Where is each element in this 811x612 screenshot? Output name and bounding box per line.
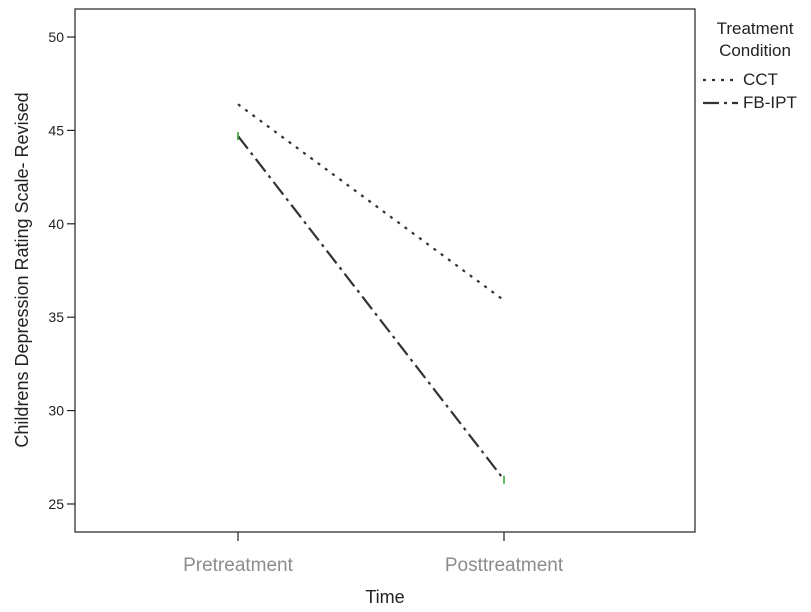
x-tick-label: Posttreatment xyxy=(445,555,564,576)
y-tick-label: 35 xyxy=(48,309,64,325)
y-tick-label: 30 xyxy=(48,403,64,419)
legend-label-cct: CCT xyxy=(743,70,778,89)
y-axis-title: Childrens Depression Rating Scale- Revis… xyxy=(12,92,32,447)
plot-area xyxy=(74,8,696,533)
y-tick-label: 50 xyxy=(48,29,64,45)
legend: Treatment Condition CCT FB-IPT xyxy=(703,19,797,112)
legend-items: CCT FB-IPT xyxy=(703,70,797,112)
y-tick-label: 40 xyxy=(48,216,64,232)
legend-title-line2: Condition xyxy=(719,41,791,60)
x-axis-title: Time xyxy=(365,587,404,607)
x-tick-label: Pretreatment xyxy=(183,555,294,576)
x-axis-ticks: Pretreatment Posttreatment xyxy=(183,532,564,576)
y-axis-ticks: 25 30 35 40 45 50 xyxy=(48,29,75,512)
y-tick-label: 25 xyxy=(48,496,64,512)
series-line-cct xyxy=(237,103,505,302)
y-tick-label: 45 xyxy=(48,122,64,138)
legend-title-line1: Treatment xyxy=(717,19,794,38)
series-line-fb-ipt xyxy=(237,135,505,481)
series-lines xyxy=(237,103,505,484)
legend-label-fb-ipt: FB-IPT xyxy=(743,93,797,112)
